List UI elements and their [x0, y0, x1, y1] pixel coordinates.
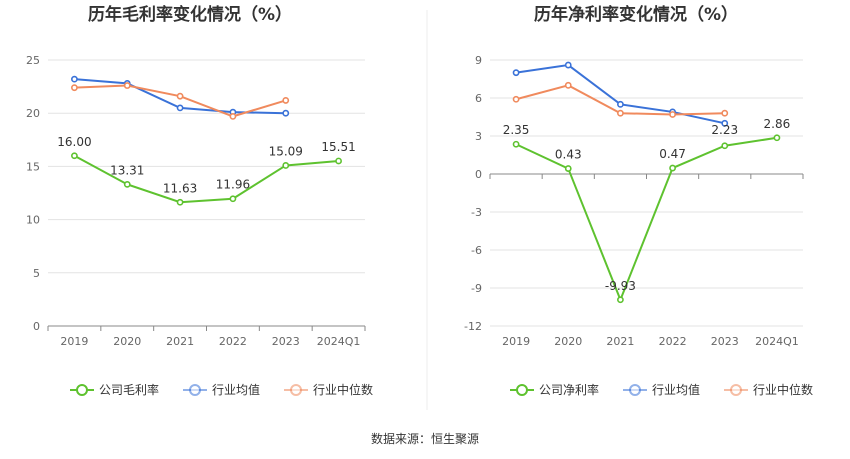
data-point-company [564, 165, 572, 172]
data-point-industry-median [512, 95, 520, 103]
x-tick-label: 2023 [272, 335, 300, 348]
data-point-company [335, 157, 342, 165]
data-point-industry-median [617, 109, 624, 117]
data-point-company [721, 142, 729, 150]
data-point-industry-median [669, 111, 676, 118]
data-point-company [773, 134, 781, 142]
data-point-industry-avg [721, 119, 729, 127]
data-point-industry-median [123, 82, 131, 89]
data-point-industry-median [229, 112, 237, 120]
data-point-company [123, 180, 131, 188]
circle-line-icon [183, 384, 207, 396]
chart-title: 历年净利率变化情况（%） [534, 4, 738, 25]
data-label: 11.96 [216, 178, 250, 192]
chart-title: 历年毛利率变化情况（%） [88, 4, 292, 25]
x-tick-label: 2021 [166, 335, 194, 348]
circle-line-icon [724, 384, 748, 396]
circle-line-icon [510, 384, 534, 396]
data-point-industry-avg [617, 100, 624, 108]
data-label: 16.00 [57, 135, 91, 149]
data-point-industry-avg [282, 109, 290, 117]
data-point-industry-avg [176, 104, 184, 112]
gross-margin-chart: 历年毛利率变化情况（%） 0 5 10 15 20 25 2019 2020 2021 2022 2… [26, 4, 373, 397]
series-line-company [515, 136, 778, 303]
y-tick-label: -3 [471, 206, 482, 219]
legend-item-industry-median[interactable]: 行业中位数 [284, 382, 373, 397]
data-label: 2.23 [711, 123, 738, 137]
y-tick-label: 10 [26, 214, 40, 227]
legend-label: 行业中位数 [753, 382, 813, 397]
data-point-industry-median [721, 109, 729, 117]
x-tick-label: 2020 [554, 335, 582, 348]
data-point-company [229, 195, 237, 203]
x-tick-label: 2022 [659, 335, 687, 348]
legend-item-industry-avg[interactable]: 行业均值 [183, 382, 260, 397]
data-point-industry-median [282, 97, 290, 104]
data-point-company [176, 198, 184, 206]
data-point-company [512, 140, 520, 148]
circle-line-icon [623, 384, 647, 396]
data-point-company [617, 296, 624, 304]
source-note: 数据来源：恒生聚源 [371, 431, 479, 446]
y-tick-label: 0 [475, 168, 482, 181]
data-label: 0.47 [659, 147, 686, 161]
legend-label: 行业均值 [212, 382, 260, 397]
data-label: -9.93 [605, 279, 636, 293]
y-tick-label: 0 [33, 320, 40, 333]
data-point-industry-median [71, 84, 78, 92]
data-label: 15.51 [321, 140, 355, 154]
x-tick-label: 2022 [219, 335, 247, 348]
y-tick-label: 25 [26, 54, 40, 67]
x-tick-label: 2019 [60, 335, 88, 348]
x-tick-label: 2024Q1 [755, 335, 799, 348]
x-tick-label: 2024Q1 [317, 335, 361, 348]
legend-item-company[interactable]: 公司毛利率 [70, 382, 159, 397]
y-tick-label: 9 [475, 54, 482, 67]
data-point-industry-avg [512, 69, 520, 77]
data-label: 15.09 [269, 144, 303, 158]
data-label: 2.35 [503, 123, 530, 137]
y-tick-label: -9 [471, 282, 482, 295]
legend-item-industry-median[interactable]: 行业中位数 [724, 382, 813, 397]
x-tick-label: 2019 [502, 335, 530, 348]
data-label: 2.86 [764, 117, 791, 131]
y-tick-label: 3 [475, 130, 482, 143]
y-tick-label: 20 [26, 107, 40, 120]
data-point-industry-median [176, 92, 184, 100]
legend-label: 公司毛利率 [99, 382, 159, 397]
x-tick-label: 2023 [711, 335, 739, 348]
x-tick-label: 2021 [606, 335, 634, 348]
y-tick-label: 15 [26, 160, 40, 173]
y-tick-label: -12 [464, 320, 482, 333]
legend-label: 行业均值 [652, 382, 700, 397]
data-label: 13.31 [110, 163, 144, 177]
circle-line-icon [284, 384, 308, 396]
legend-label: 公司净利率 [539, 382, 599, 397]
data-point-industry-avg [564, 61, 572, 69]
circle-line-icon [70, 384, 94, 396]
y-tick-label: 6 [475, 92, 482, 105]
data-point-company [669, 164, 676, 172]
series-line-company [73, 154, 339, 204]
data-point-company [282, 162, 290, 169]
data-point-company [71, 152, 78, 160]
x-tick-label: 2020 [113, 335, 141, 348]
legend-item-company[interactable]: 公司净利率 [510, 382, 599, 397]
data-point-industry-median [564, 81, 572, 89]
legend-label: 行业中位数 [313, 382, 373, 397]
y-tick-label: -6 [471, 244, 482, 257]
y-tick-label: 5 [33, 267, 40, 280]
net-margin-chart: 历年净利率变化情况（%） -12 -9 -6 -3 0 3 6 9 2019 2020 2021 20… [464, 4, 813, 397]
legend-item-industry-avg[interactable]: 行业均值 [623, 382, 700, 397]
data-label: 0.43 [555, 148, 582, 162]
data-point-industry-avg [71, 75, 78, 83]
data-label: 11.63 [163, 181, 197, 195]
